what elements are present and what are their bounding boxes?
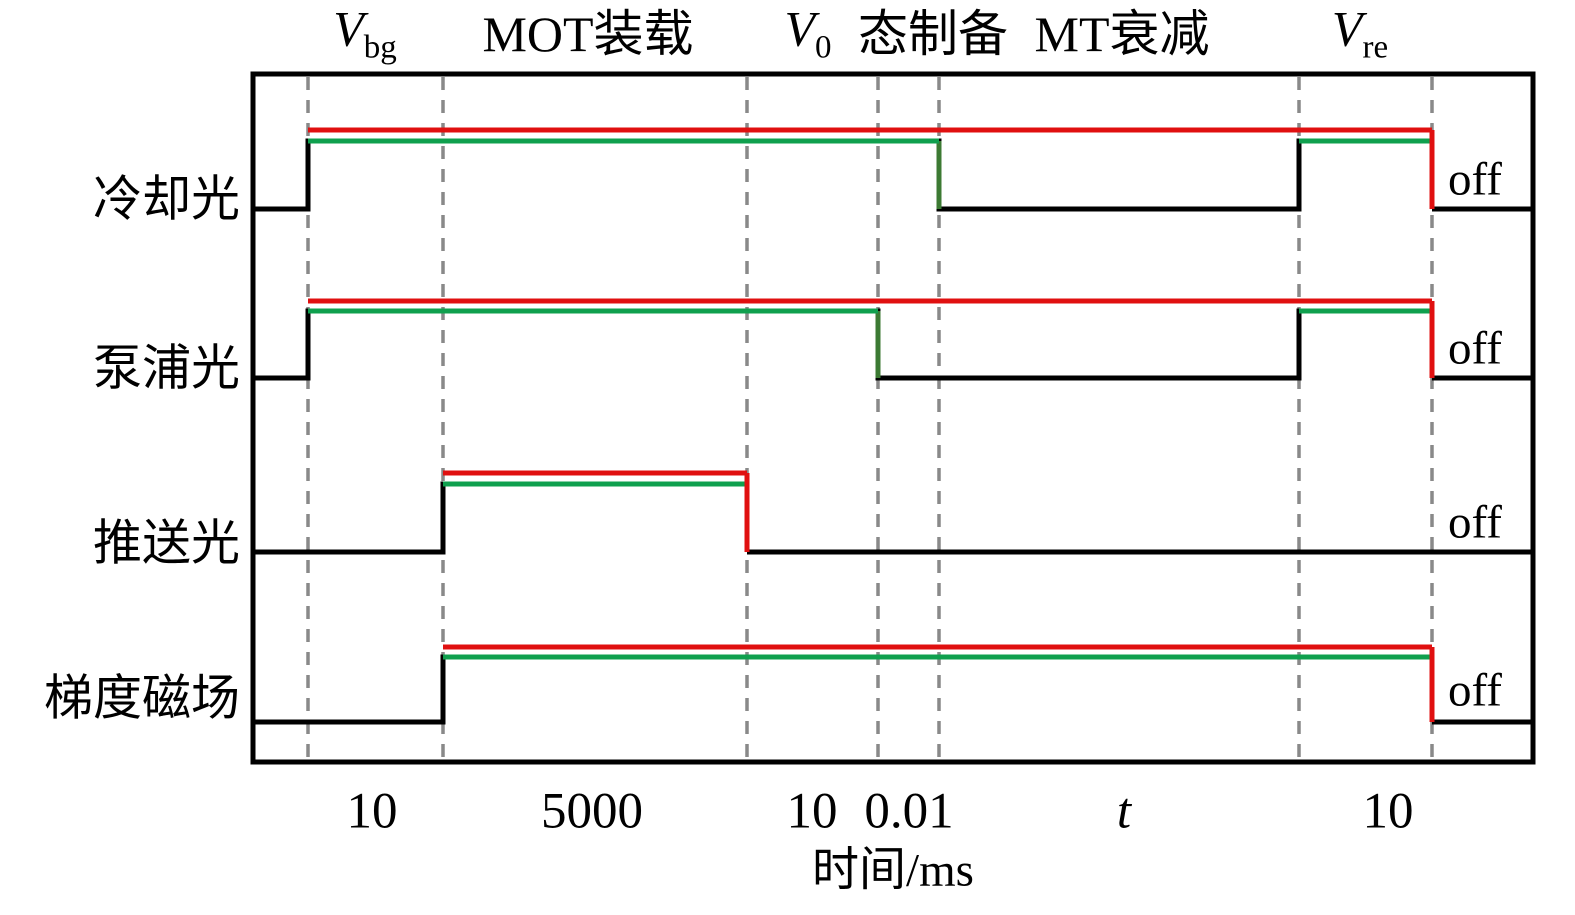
phase-label-vbg: Vbg [333,4,397,65]
plot-frame [250,71,1536,765]
gradient-black-trace [253,654,1533,725]
channel-pumping-light [253,298,1533,381]
off-label-push: off [1448,496,1502,549]
channel-label-gradient-field: 梯度磁场 [43,670,240,726]
duration-mt-decay: t [1116,783,1132,840]
channel-cooling-light [253,127,1533,212]
off-label-pumping: off [1448,322,1502,375]
duration-vre: 10 [1362,783,1414,840]
phase-label-mot-loading: MOT装载 [482,6,694,62]
phase-vre-symbol: V [1331,0,1363,57]
off-label-cooling: off [1448,153,1502,206]
duration-mot-loading: 5000 [541,783,643,840]
phase-label-state-prep: 态制备 [858,6,1008,62]
duration-state-prep: 0.01 [864,783,954,840]
phase-v0-subscript: 0 [815,29,832,66]
push-black-trace [253,481,1533,555]
channel-push-light [253,470,1533,555]
phase-label-v0: V0 [784,4,831,65]
phase-vbg-subscript: bg [363,29,397,66]
channel-label-pumping-light: 泵浦光 [92,340,240,396]
phase-label-vre: Vre [1332,4,1388,65]
channel-label-cooling-light: 冷却光 [92,171,240,227]
channel-label-push-light: 推送光 [92,515,240,571]
channel-gradient-field [253,644,1533,725]
pumping-black-trace [253,308,1533,381]
phase-v0-symbol: V [784,0,816,57]
phase-label-mt-decay: MT衰减 [1034,6,1210,62]
x-axis-label: 时间/ms [812,844,974,897]
phase-vre-subscript: re [1362,29,1389,66]
duration-vbg: 10 [346,783,398,840]
duration-v0: 10 [786,783,838,840]
cooling-black-trace [253,138,1533,212]
off-label-gradient: off [1448,664,1502,717]
phase-vbg-symbol: V [333,0,364,57]
